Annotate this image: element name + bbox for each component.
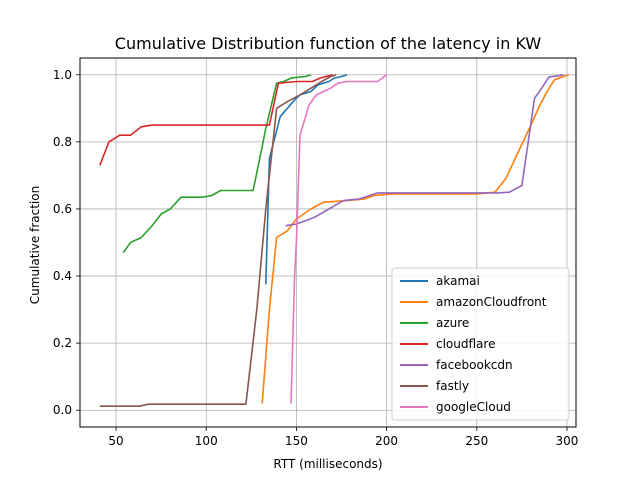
y-tick-label: 0.0 xyxy=(53,403,72,417)
series-line-cloudflare xyxy=(99,74,333,166)
legend: akamai amazonCloudfront azure cloudflare fac… xyxy=(391,267,570,421)
y-axis-label: Cumulative fraction xyxy=(28,186,42,304)
series-line-amazonCloudfront xyxy=(261,74,570,404)
y-tick-label: 1.0 xyxy=(53,68,72,82)
x-tick-label: 200 xyxy=(375,434,398,448)
x-tick-label: 250 xyxy=(465,434,488,448)
plot-series xyxy=(99,74,570,408)
y-tick-label: 0.4 xyxy=(53,269,72,283)
series-line-akamai xyxy=(265,74,348,285)
x-tick-label: 150 xyxy=(285,434,308,448)
legend-label-facebookcdn: facebookcdn xyxy=(436,358,513,372)
legend-label-fastly: fastly xyxy=(436,379,469,393)
axis-ticks: 50 100 150 200 250 300 0.0 0.2 0.4 0.6 0.8 1.0 xyxy=(53,68,579,448)
series-line-googleCloud xyxy=(290,74,388,404)
x-tick-label: 50 xyxy=(108,434,123,448)
y-tick-label: 0.2 xyxy=(53,336,72,350)
x-axis-label: RTT (milliseconds) xyxy=(273,457,382,471)
legend-label-azure: azure xyxy=(436,316,469,330)
y-tick-label: 0.6 xyxy=(53,202,72,216)
plot-frame xyxy=(79,57,577,428)
y-tick-label: 0.8 xyxy=(53,135,72,149)
series-line-fastly xyxy=(99,74,337,408)
series-line-facebookcdn xyxy=(285,74,564,227)
series-line-azure xyxy=(122,74,312,254)
legend-label-akamai: akamai xyxy=(436,274,480,288)
legend-label-googleCloud: googleCloud xyxy=(436,400,511,414)
legend-label-cloudflare: cloudflare xyxy=(436,337,495,351)
legend-label-amazonCloudfront: amazonCloudfront xyxy=(436,295,547,309)
x-tick-label: 300 xyxy=(556,434,579,448)
chart-title: Cumulative Distribution function of the … xyxy=(115,34,542,53)
x-tick-label: 100 xyxy=(195,434,218,448)
legend-box xyxy=(391,267,570,421)
